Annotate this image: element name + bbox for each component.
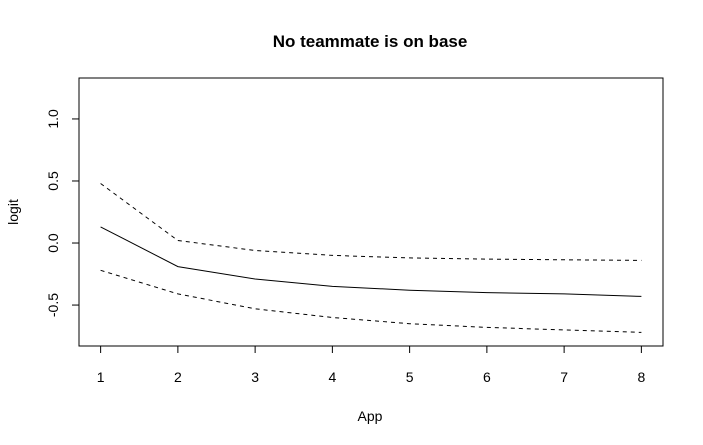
series-layer (100, 183, 642, 333)
x-tick-label: 3 (251, 369, 259, 385)
series-lower-line (100, 269, 642, 333)
y-tick-label: 1.0 (45, 109, 61, 129)
x-tick-label: 5 (406, 369, 414, 385)
x-axis: 1 2 3 4 5 6 7 8 (97, 345, 645, 385)
x-tick-label: 2 (174, 369, 182, 385)
y-axis-label: logit (5, 199, 21, 225)
x-axis-label: App (358, 408, 383, 424)
y-tick-label: 0.0 (45, 233, 61, 253)
chart-title: No teammate is on base (273, 32, 468, 51)
x-tick-label: 1 (97, 369, 105, 385)
x-tick-label: 6 (483, 369, 491, 385)
x-tick-label: 7 (560, 369, 568, 385)
series-estimate-line (100, 226, 642, 297)
x-tick-label: 8 (637, 369, 645, 385)
y-tick-label: 0.5 (45, 171, 61, 191)
y-axis: -0.5 0.0 0.5 1.0 (45, 109, 80, 317)
y-tick-label: -0.5 (45, 293, 61, 317)
series-upper-line (100, 183, 642, 261)
x-tick-label: 4 (328, 369, 336, 385)
plot-frame (78, 77, 664, 347)
